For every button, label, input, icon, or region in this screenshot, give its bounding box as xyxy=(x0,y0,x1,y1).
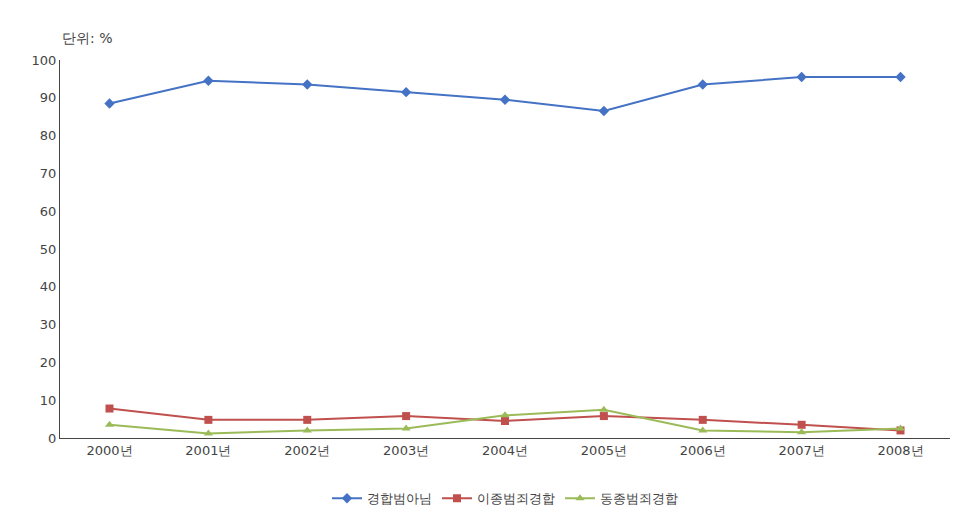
svg-text:2000년: 2000년 xyxy=(86,443,132,458)
svg-text:100: 100 xyxy=(32,53,57,68)
svg-text:60: 60 xyxy=(40,204,57,219)
svg-text:2006년: 2006년 xyxy=(680,443,726,458)
svg-text:2001년: 2001년 xyxy=(185,443,231,458)
svg-text:80: 80 xyxy=(40,128,57,143)
svg-text:2002년: 2002년 xyxy=(284,443,330,458)
svg-text:2008년: 2008년 xyxy=(877,443,923,458)
svg-text:0: 0 xyxy=(48,431,56,446)
svg-text:30: 30 xyxy=(40,317,57,332)
svg-text:90: 90 xyxy=(40,90,57,105)
svg-text:40: 40 xyxy=(40,279,57,294)
svg-text:2003년: 2003년 xyxy=(383,443,429,458)
svg-text:동종범죄경합: 동종범죄경합 xyxy=(600,491,678,506)
svg-text:2005년: 2005년 xyxy=(581,443,627,458)
svg-text:50: 50 xyxy=(40,242,57,257)
svg-text:2004년: 2004년 xyxy=(482,443,528,458)
svg-text:20: 20 xyxy=(40,355,57,370)
svg-text:70: 70 xyxy=(40,166,57,181)
svg-text:2007년: 2007년 xyxy=(779,443,825,458)
svg-text:이종범죄경합: 이종범죄경합 xyxy=(477,491,555,506)
svg-text:10: 10 xyxy=(40,393,57,408)
svg-text:단위: %: 단위: % xyxy=(62,30,112,46)
svg-text:경합범아님: 경합범아님 xyxy=(367,491,432,506)
